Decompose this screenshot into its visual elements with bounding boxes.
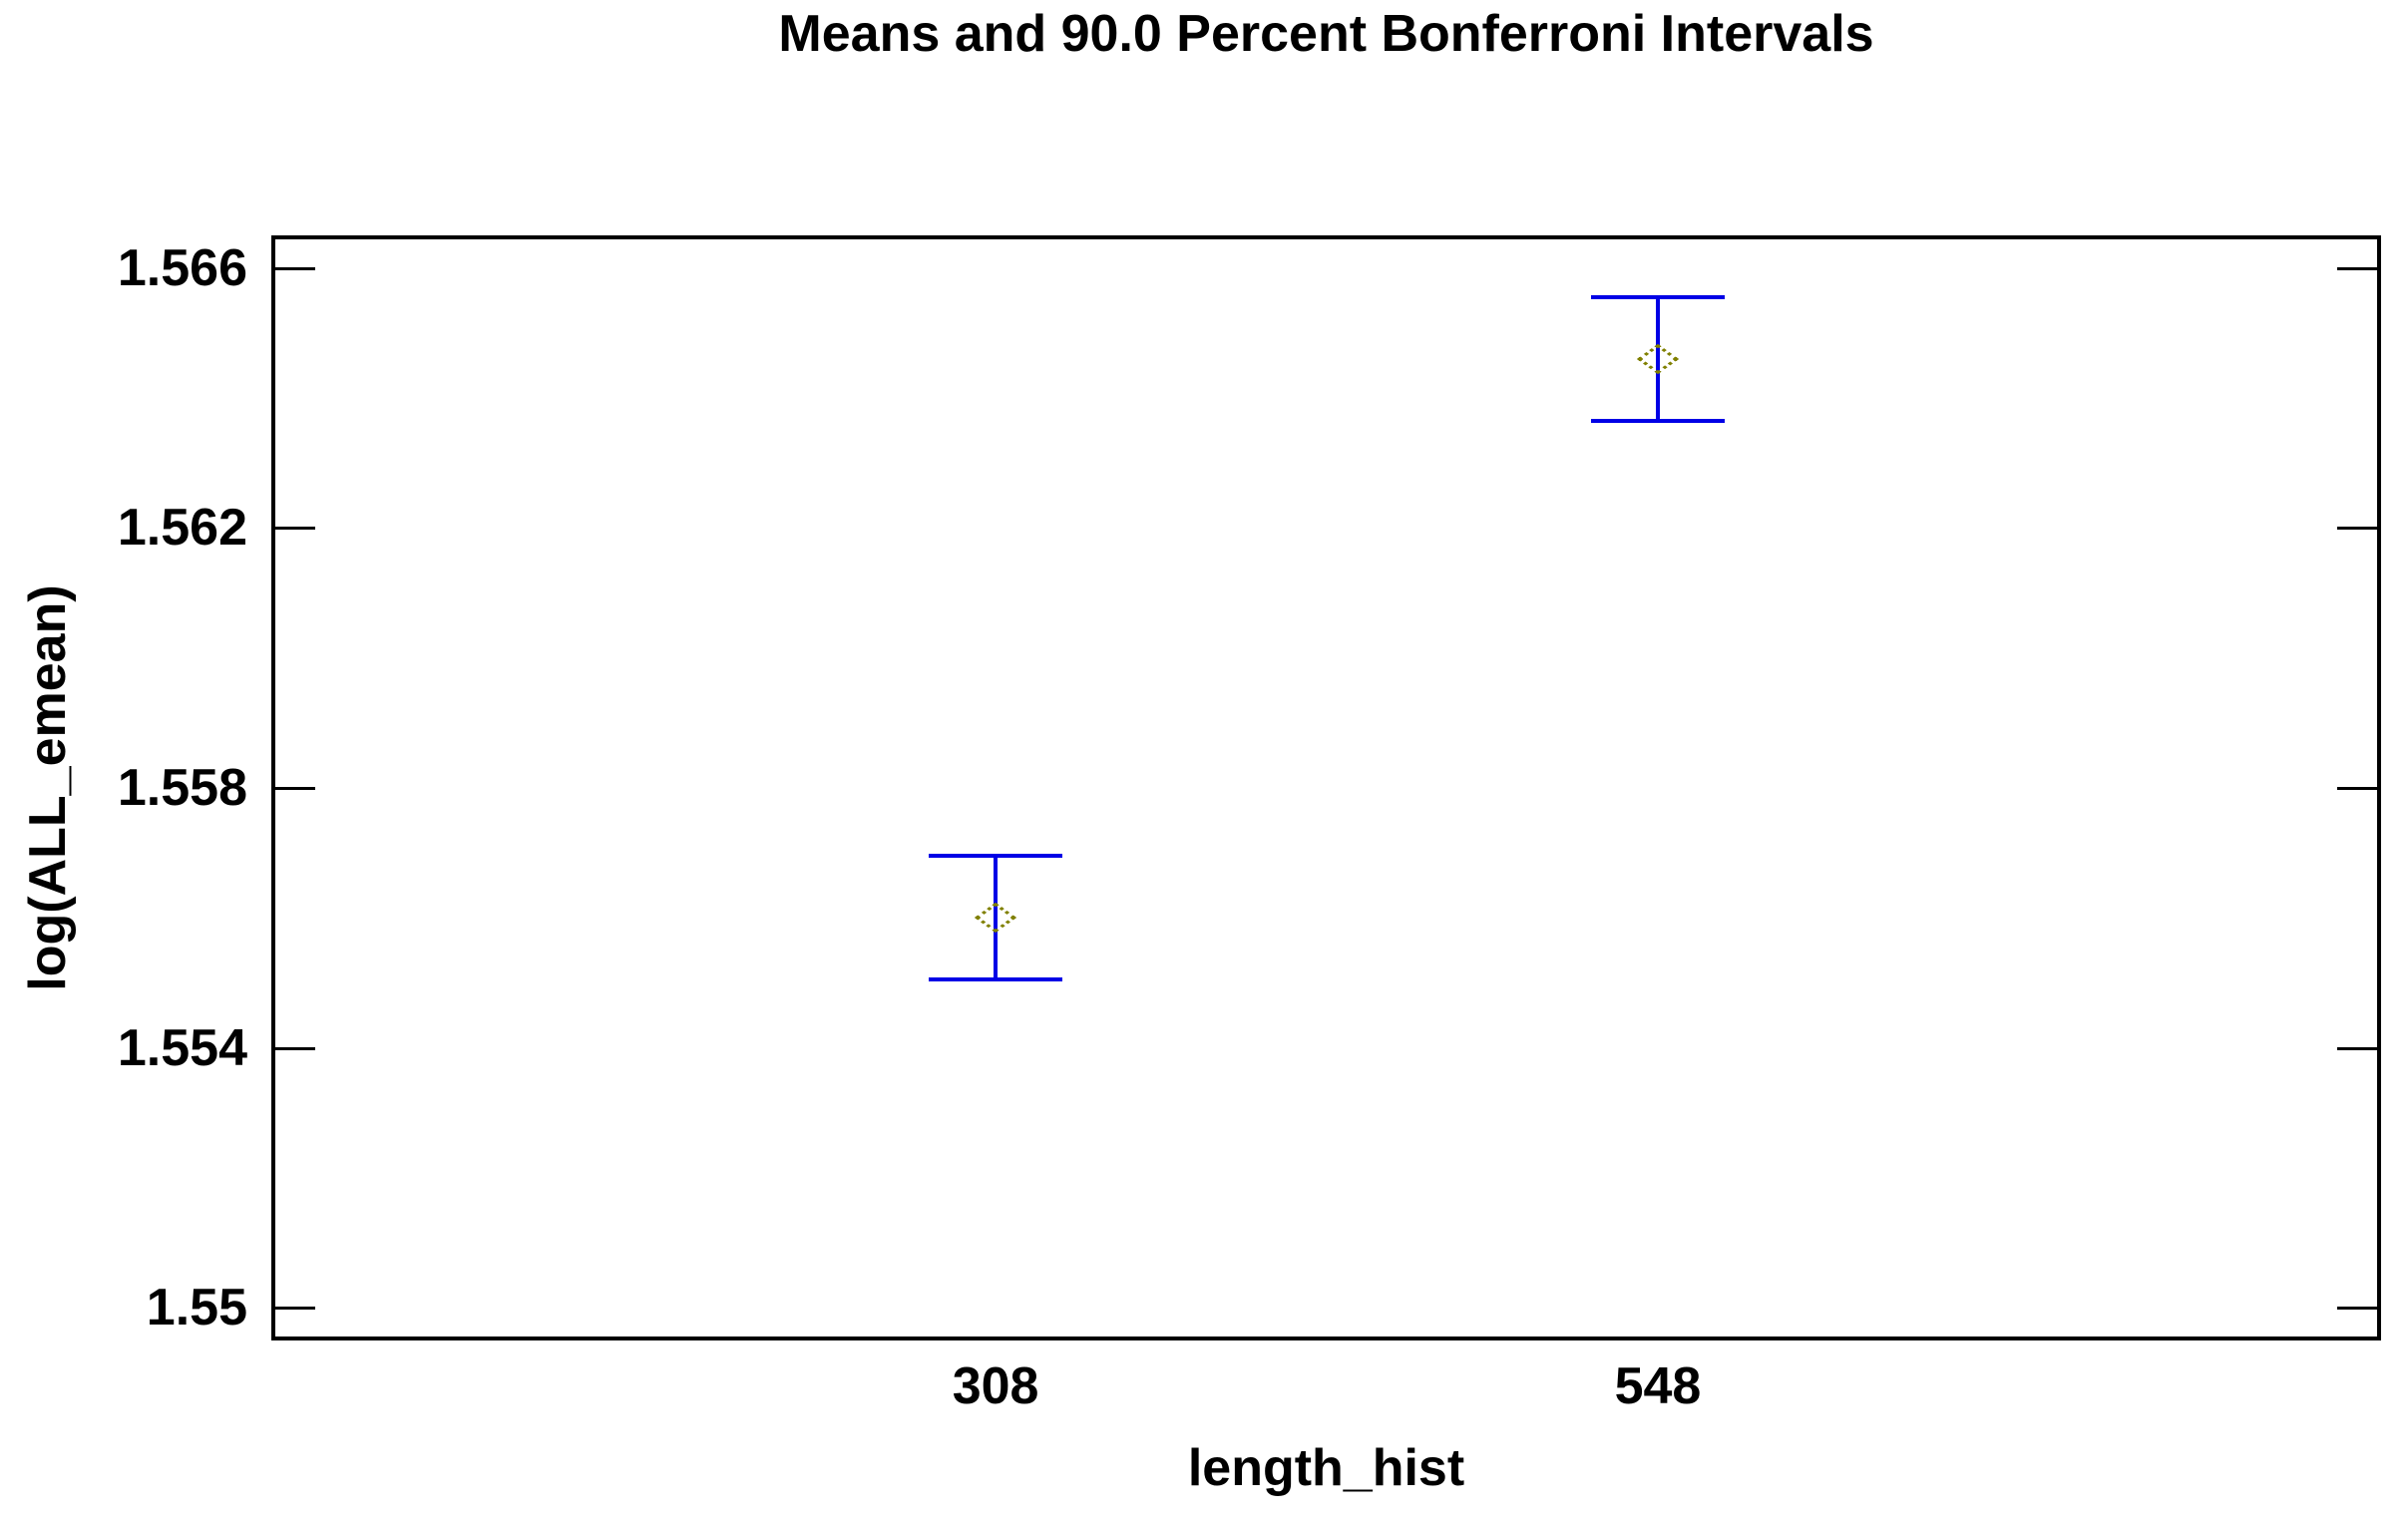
errorbar-lower-cap [929,977,1063,981]
errorbar-vertical-line [1655,297,1660,421]
y-tick-left [275,1047,315,1050]
y-tick-label: 1.566 [117,239,247,297]
errorbar-upper-cap [929,854,1063,858]
y-tick-label: 1.558 [117,759,247,817]
y-tick-left [275,787,315,790]
y-tick-label: 1.55 [146,1279,247,1337]
chart-title: Means and 90.0 Percent Bonferroni Interv… [778,5,1874,63]
y-tick-right [2337,527,2377,530]
y-tick-label: 1.562 [117,499,247,557]
x-tick-label: 548 [1614,1357,1702,1415]
y-tick-right [2337,267,2377,270]
errorbar-lower-cap [1590,419,1725,423]
y-tick-label: 1.554 [117,1019,247,1077]
y-tick-right [2337,1307,2377,1310]
errorbar-upper-cap [1590,295,1725,299]
plot-area [271,235,2381,1340]
y-tick-left [275,267,315,270]
x-axis-title: length_hist [1187,1439,1465,1497]
y-tick-right [2337,787,2377,790]
y-tick-left [275,527,315,530]
y-tick-right [2337,1047,2377,1050]
x-tick-label: 308 [952,1357,1039,1415]
errorbar-vertical-line [994,856,999,979]
y-tick-left [275,1307,315,1310]
